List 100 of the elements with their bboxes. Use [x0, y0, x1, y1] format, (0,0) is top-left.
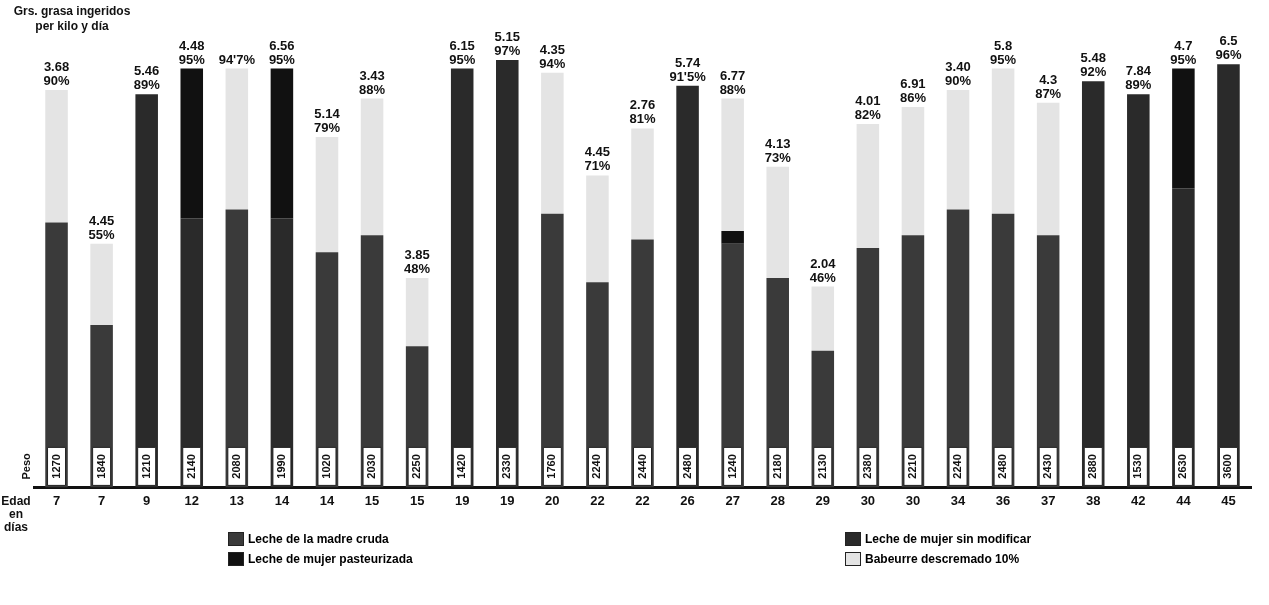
bar — [991, 68, 1015, 214]
bar — [180, 218, 204, 488]
text: Peso — [19, 452, 32, 480]
annotation: 2480 — [680, 454, 693, 479]
x-tick-label: 7 — [52, 492, 61, 508]
y-axis-title: Grs. grasa ingeridos per kilo y día — [13, 4, 131, 34]
bar — [450, 68, 474, 488]
bar — [541, 72, 564, 214]
total-label: 4.35 94% — [539, 41, 566, 71]
annotation: 2180 — [770, 454, 783, 479]
bar — [1081, 81, 1105, 488]
x-tick-label: 27 — [725, 492, 740, 508]
annotation: 1530 — [1131, 454, 1144, 479]
legend-label: Leche de mujer pasteurizada — [248, 552, 413, 566]
x-tick-label: 13 — [229, 492, 245, 508]
total-label: 5.48 92% — [1080, 50, 1107, 80]
total-label: 2.76 81% — [629, 97, 656, 127]
bar — [541, 213, 564, 488]
x-tick-label: 36 — [995, 492, 1011, 508]
x-tick-label: 14 — [274, 492, 290, 508]
bar — [315, 136, 339, 253]
annotation: 2140 — [184, 454, 197, 479]
bar — [721, 243, 744, 488]
bar — [270, 68, 294, 219]
total-label: 5.74 91'5% — [669, 54, 707, 84]
annotation: 3600 — [1221, 454, 1234, 479]
annotation: 2480 — [996, 454, 1009, 479]
x-tick-label: 7 — [97, 492, 106, 508]
annotation: 1270 — [49, 454, 62, 479]
total-label: 6.15 95% — [449, 37, 476, 67]
total-label: 5.14 79% — [313, 106, 341, 136]
bar — [1172, 188, 1195, 488]
annotation: 2130 — [815, 454, 828, 479]
total-label: 6.77 88% — [719, 67, 747, 97]
x-tick-label: 45 — [1221, 492, 1236, 508]
x-tick-label: 29 — [815, 492, 831, 508]
annotation: 2440 — [635, 454, 648, 479]
total-label: 2.04 46% — [809, 255, 837, 285]
annotation: 2630 — [1176, 454, 1189, 479]
total-label: 7.84 89% — [1125, 63, 1152, 93]
total-label: 4.48 95% — [178, 37, 206, 67]
total-label: 3.40 90% — [945, 59, 972, 88]
bar — [721, 98, 744, 231]
bar — [1127, 94, 1150, 488]
x-tick-label: 9 — [143, 492, 151, 508]
x-tick-label: 30 — [905, 492, 921, 508]
bar — [811, 286, 835, 351]
bar — [856, 124, 880, 249]
x-tick-label: 28 — [770, 492, 785, 508]
annotation: 1840 — [94, 454, 107, 479]
x-tick-label: 15 — [409, 492, 425, 508]
legend-label: Leche de la madre cruda — [248, 532, 389, 546]
bar — [676, 85, 699, 488]
x-tick-label: 19 — [454, 492, 470, 508]
x-tick-label: 37 — [1040, 492, 1056, 508]
x-tick-label: 14 — [319, 492, 335, 508]
bar — [496, 60, 519, 488]
x-axis-title: Edad en días — [1, 493, 31, 534]
x-tick-label: 15 — [364, 492, 380, 508]
legend-label: Leche de mujer sin modificar — [865, 532, 1032, 546]
annotation: 2430 — [1041, 454, 1054, 479]
bar — [1217, 64, 1240, 488]
annotation: 2240 — [590, 454, 603, 479]
annotation: 2080 — [229, 454, 242, 479]
total-label: 5.46 89% — [133, 63, 161, 93]
bar — [631, 128, 654, 240]
x-tick-label: 30 — [860, 492, 876, 508]
annotation: 1420 — [455, 454, 468, 479]
x-tick-label: 12 — [184, 492, 199, 508]
bar — [1172, 68, 1195, 189]
total-label: 5.15 97% — [494, 29, 521, 59]
bar — [45, 222, 68, 488]
annotation: 2380 — [860, 454, 873, 479]
bar — [1036, 102, 1060, 236]
bar — [90, 243, 113, 325]
annotation: 1990 — [274, 454, 287, 479]
total-label: 4.45 71% — [584, 144, 611, 174]
bar — [225, 68, 249, 210]
total-label: 4.01 82% — [854, 93, 882, 123]
bar — [946, 89, 970, 210]
x-tick-label: 22 — [590, 492, 605, 508]
total-label: 3.68 90% — [43, 59, 70, 88]
bar — [721, 230, 744, 244]
x-tick-label: 44 — [1176, 492, 1192, 508]
total-label: 94'7% — [218, 51, 256, 67]
bar — [586, 175, 609, 283]
bar — [631, 239, 654, 488]
annotation: 2330 — [500, 454, 513, 479]
x-tick-label: 42 — [1131, 492, 1146, 508]
x-tick-label: 22 — [635, 492, 650, 508]
bar — [766, 166, 789, 278]
bar — [766, 277, 789, 488]
total-label: 6.91 86% — [899, 76, 927, 106]
total-label: 3.85 48% — [404, 247, 431, 277]
total-label: 3.43 88% — [359, 67, 386, 97]
bar — [405, 277, 429, 347]
x-tick-label: 20 — [545, 492, 560, 508]
bar — [180, 68, 204, 219]
annotation: 1760 — [545, 454, 558, 479]
bar — [586, 282, 609, 488]
